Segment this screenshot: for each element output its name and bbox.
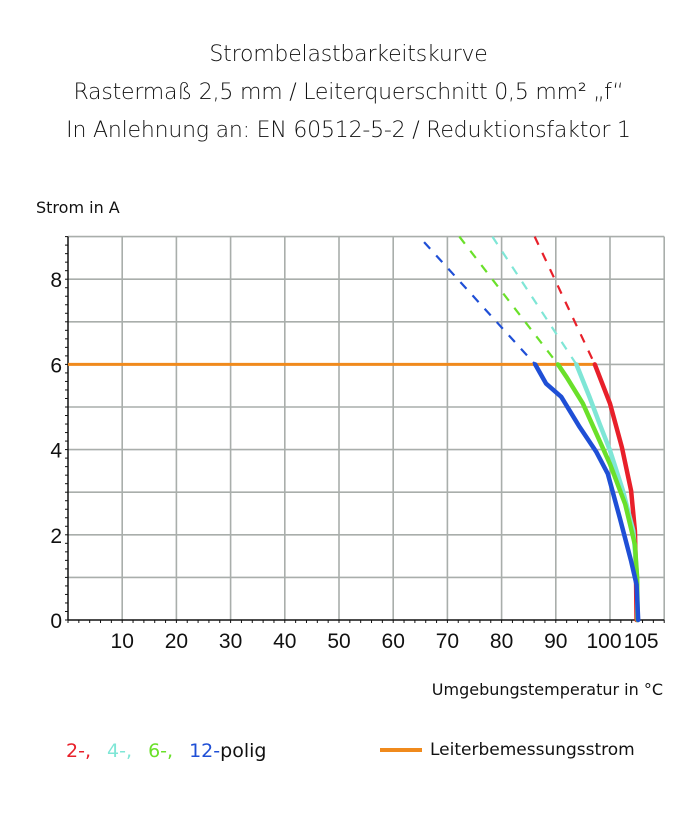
legend-series: 2-, 4-, 6-, 12-polig [66, 740, 276, 762]
legend-item-4-polig: 4-, [107, 740, 133, 762]
y-tick-label: 4 [50, 440, 62, 463]
x-axis-label: Umgebungstemperatur in °C [431, 680, 663, 699]
series-12-polig-line [532, 362, 641, 623]
x-tick-label: 80 [490, 630, 513, 653]
legend-item-2-polig: 2-, [66, 740, 91, 762]
x-tick-label: 70 [436, 630, 459, 653]
x-tick-label: 90 [544, 630, 567, 653]
legend-reference-label: Leiterbemessungsstrom [430, 740, 635, 760]
series-2-polig-dashed-line [533, 236, 596, 365]
legend-item-12-polig: 12- [189, 740, 221, 762]
x-tick-label: 60 [382, 630, 405, 653]
y-tick-label: 0 [50, 610, 62, 633]
series-6-polig-line [555, 362, 640, 623]
series-12-polig-dashed-line [423, 241, 537, 366]
series-4-polig-dashed-line [491, 235, 578, 366]
x-tick-label: 40 [273, 630, 296, 653]
y-tick-label: 2 [50, 525, 62, 548]
y-tick-label: 8 [50, 269, 62, 292]
x-tick-label: 50 [327, 630, 350, 653]
x-tick-label: 20 [165, 630, 188, 653]
x-tick-label: 10 [111, 630, 134, 653]
x-tick-label: 105 [624, 630, 659, 653]
y-axis-label: Strom in A [36, 198, 120, 217]
legend-item-6-polig: 6-, [148, 740, 174, 762]
x-tick-label: 100 [586, 630, 621, 653]
chart-subtitle-standard: In Anlehnung an: EN 60512-5-2 / Reduktio… [66, 118, 631, 143]
x-tick-label: 30 [219, 630, 242, 653]
series-6-polig-dashed-line [458, 235, 559, 366]
y-tick-label: 6 [50, 354, 62, 377]
chart-title: Strombelastbarkeitskurve [209, 42, 488, 67]
legend-suffix: polig [220, 740, 267, 762]
legend-reference: Leiterbemessungsstrom [380, 740, 635, 760]
chart-subtitle: Rastermaß 2,5 mm / Leiterquerschnitt 0,5… [73, 80, 624, 105]
legend-reference-swatch [380, 748, 422, 752]
